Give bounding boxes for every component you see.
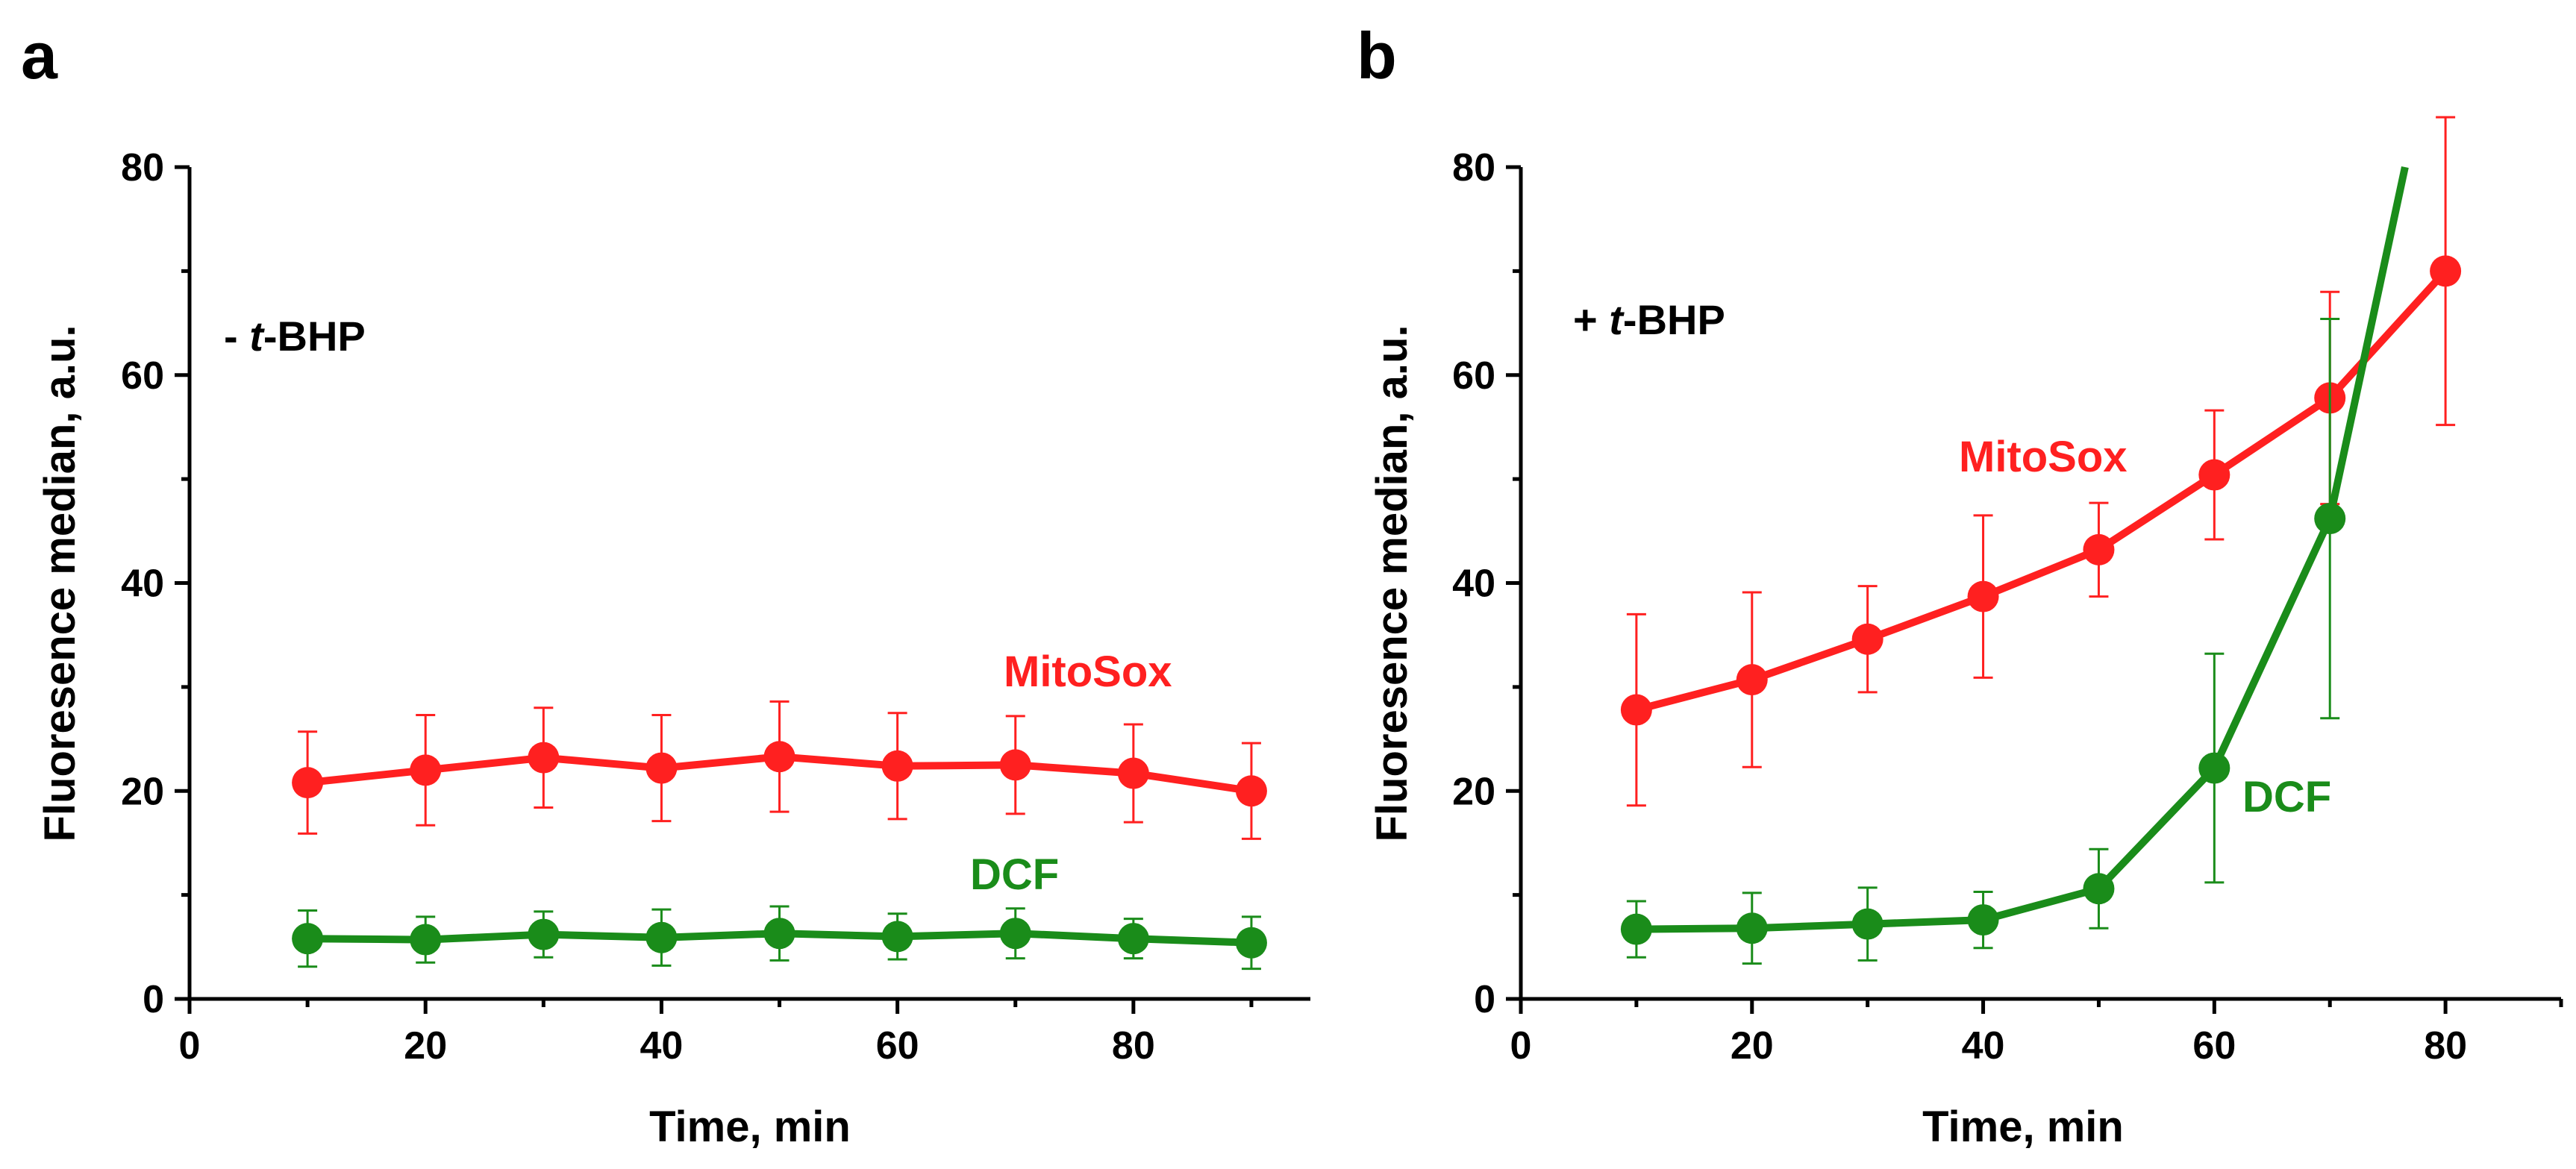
panel-a-series-dcf — [292, 905, 1267, 971]
panel-a-dcf-point — [1117, 923, 1149, 955]
panel-b-ticks: 0 20 40 60 80 0 20 40 60 80 — [1452, 146, 2563, 1068]
panel-b-mitosox-point — [1851, 623, 1883, 655]
panel-a-y-tick-label: 0 — [143, 978, 164, 1021]
panel-a-mitosox-point — [763, 741, 795, 773]
panel-a-dcf-point — [528, 918, 560, 950]
panel-b-mitosox-line — [1635, 269, 2448, 714]
panel-b-y-tick-label: 60 — [1452, 354, 1495, 398]
panel-a-mitosox-point — [1235, 775, 1267, 807]
panel-b-series-dcf — [1620, 166, 2409, 965]
panel-a-x-tick-label: 0 — [179, 1024, 201, 1068]
panel-a-x-tick-label: 80 — [1112, 1024, 1155, 1068]
panel-a-mitosox-point — [1117, 757, 1149, 789]
panel-b-condition-italic: t — [1609, 296, 1625, 343]
panel-a-dcf-point — [410, 924, 442, 956]
panel-b-x-tick-label: 40 — [1962, 1024, 2005, 1068]
panel-a-x-tick-label: 20 — [404, 1024, 447, 1068]
panel-a-marks — [292, 700, 1267, 971]
panel-b-dcf-point — [1851, 908, 1883, 940]
panel-a-axes — [187, 167, 1310, 1001]
panel-b-marks — [1620, 116, 2462, 965]
panel-b-x-tick-label: 0 — [1510, 1024, 1532, 1068]
panel-a-ticks: 0 20 40 60 80 0 20 40 60 80 — [121, 146, 1254, 1068]
panel-b-y-tick-label: 20 — [1452, 770, 1495, 813]
panel-b-x-tick-label: 20 — [1731, 1024, 1774, 1068]
panel-b-dcf-label: DCF — [2242, 773, 2331, 821]
panel-a-y-tick-label: 80 — [121, 146, 164, 189]
panel-a-dcf-point — [292, 923, 324, 955]
panel-a-mitosox-point — [999, 749, 1031, 781]
panel-b-series-mitosox — [1620, 116, 2462, 807]
panel-b-mitosox-point — [1736, 664, 1768, 696]
panel-a-condition-suffix: -BHP — [263, 313, 366, 360]
panel-a-condition-prefix: - — [224, 313, 249, 360]
panel-b-dcf-line — [1636, 166, 2409, 933]
panel-a-condition-italic: t — [249, 313, 265, 360]
panel-b-letter: b — [1357, 19, 1397, 93]
panel-a-dcf-point — [645, 921, 678, 953]
panel-a-mitosox-point — [645, 752, 678, 784]
panel-b-condition-suffix: -BHP — [1623, 296, 1725, 343]
panel-a-y-axis-title: Fluoresence median, a.u. — [36, 325, 84, 842]
panel-a-y-tick-label: 20 — [121, 770, 164, 813]
panel-b-y-tick-label: 80 — [1452, 146, 1495, 189]
panel-b-mitosox-point — [1967, 580, 1999, 612]
panel-a-x-tick-label: 60 — [876, 1024, 919, 1068]
panel-b-mitosox-point — [2198, 459, 2230, 491]
panel-a-mitosox-point — [410, 754, 442, 786]
panel-b-condition-prefix: + — [1573, 296, 1609, 343]
panel-b-x-tick-label: 60 — [2192, 1024, 2236, 1068]
panel-a-dcf-point — [763, 918, 795, 950]
panel-a-y-tick-label: 40 — [121, 562, 164, 606]
panel-a-dcf-label: DCF — [970, 850, 1059, 899]
panel-a-x-tick-label: 40 — [640, 1024, 683, 1068]
panel-b-dcf-point — [1736, 912, 1768, 944]
panel-b-condition-label: + t-BHP — [1573, 296, 1725, 343]
panel-b-y-tick-label: 40 — [1452, 562, 1495, 606]
panel-a-dcf-point — [881, 921, 913, 953]
panel-a-mitosox-point — [292, 767, 324, 799]
panel-a-x-axis-title: Time, min — [649, 1103, 851, 1151]
panel-b-mitosox-point — [2083, 533, 2115, 565]
panel-a-series-mitosox — [292, 700, 1267, 840]
panel-b-x-axis-title: Time, min — [1922, 1103, 2124, 1151]
panel-a: a 0 20 40 60 80 0 20 40 60 80 Time, min Fluoresen… — [21, 19, 1310, 1151]
panel-a-dcf-point — [1235, 927, 1267, 959]
panel-b: b 0 20 40 60 80 0 20 40 60 80 Time, min Fluoresen… — [1357, 19, 2563, 1151]
panel-a-dcf-point — [999, 918, 1031, 950]
panel-b-y-tick-label: 0 — [1474, 978, 1495, 1021]
panel-a-letter: a — [21, 19, 58, 93]
panel-b-dcf-point — [2083, 873, 2115, 905]
panel-b-mitosox-point — [1620, 694, 1652, 726]
panel-b-dcf-point — [1967, 904, 1999, 936]
panel-b-mitosox-label: MitoSox — [1959, 433, 2128, 481]
panel-b-y-axis-title: Fluoresence median, a.u. — [1368, 325, 1416, 842]
panel-b-dcf-point — [2198, 752, 2230, 784]
panel-b-axes — [1519, 167, 2561, 1001]
panel-b-dcf-point — [1620, 913, 1652, 945]
panel-b-x-tick-label: 80 — [2424, 1024, 2467, 1068]
panel-a-mitosox-point — [881, 750, 913, 782]
panel-a-condition-label: - t-BHP — [224, 313, 366, 360]
panel-b-mitosox-point — [2430, 255, 2462, 287]
panel-a-y-tick-label: 60 — [121, 354, 164, 398]
panel-a-mitosox-label: MitoSox — [1004, 648, 1172, 696]
panel-b-dcf-point — [2314, 503, 2346, 535]
panel-a-mitosox-point — [528, 742, 560, 774]
